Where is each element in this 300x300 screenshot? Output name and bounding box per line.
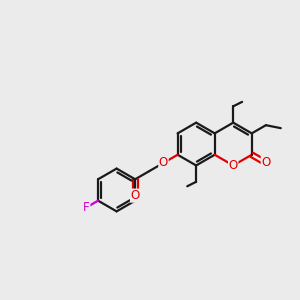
Text: O: O bbox=[261, 156, 271, 170]
Text: F: F bbox=[83, 201, 90, 214]
Text: O: O bbox=[229, 159, 238, 172]
Text: O: O bbox=[159, 156, 168, 170]
Text: O: O bbox=[130, 189, 140, 202]
